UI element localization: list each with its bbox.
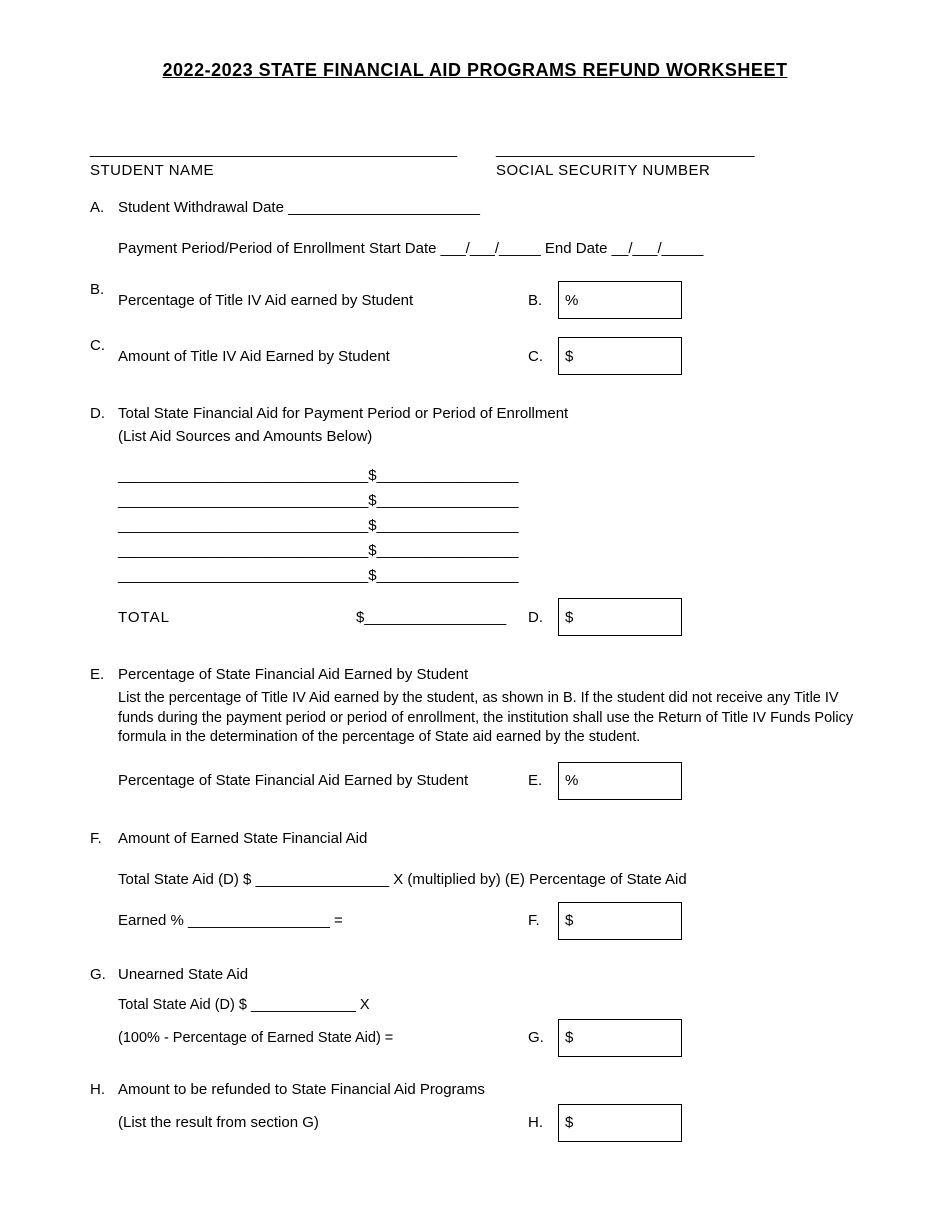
- h-row: (List the result from section G) H. $: [118, 1104, 860, 1142]
- d-text2: (List Aid Sources and Amounts Below): [118, 428, 860, 445]
- g-text3: (100% - Percentage of Earned State Aid) …: [118, 1030, 528, 1046]
- h-box[interactable]: $: [558, 1104, 682, 1142]
- d-total-row: TOTAL $_________________ D. $: [118, 598, 860, 636]
- section-b: B. Percentage of Title IV Aid earned by …: [90, 281, 860, 319]
- section-d: D. Total State Financial Aid for Payment…: [90, 405, 860, 636]
- letter-h: H.: [90, 1081, 118, 1098]
- f-text1: Amount of Earned State Financial Aid: [118, 830, 860, 847]
- d-box-letter: D.: [528, 609, 558, 626]
- b-box-letter: B.: [528, 292, 558, 309]
- d-box[interactable]: $: [558, 598, 682, 636]
- b-text: Percentage of Title IV Aid earned by Stu…: [118, 292, 528, 309]
- header-labels: STUDENT NAME SOCIAL SECURITY NUMBER: [90, 162, 860, 179]
- aid-line-1[interactable]: ______________________________$_________…: [118, 467, 860, 484]
- h-text1: Amount to be refunded to State Financial…: [118, 1081, 860, 1098]
- withdrawal-date-line[interactable]: Student Withdrawal Date ________________…: [118, 199, 860, 216]
- b-symbol: %: [565, 292, 578, 309]
- g-box[interactable]: $: [558, 1019, 682, 1057]
- f-row: Earned % _________________ = F. $: [118, 902, 860, 940]
- c-symbol: $: [565, 348, 573, 365]
- f-text2[interactable]: Total State Aid (D) $ ________________ X…: [118, 871, 860, 888]
- aid-line-4[interactable]: ______________________________$_________…: [118, 542, 860, 559]
- d-total-amount[interactable]: $_________________: [356, 609, 528, 626]
- c-box[interactable]: $: [558, 337, 682, 375]
- e-row: Percentage of State Financial Aid Earned…: [118, 762, 860, 800]
- h-box-letter: H.: [528, 1114, 558, 1131]
- aid-line-5[interactable]: ______________________________$_________…: [118, 567, 860, 584]
- letter-a: A.: [90, 199, 118, 216]
- header-underlines: ________________________________________…: [90, 141, 860, 158]
- d-total-label: TOTAL: [118, 609, 356, 626]
- c-text: Amount of Title IV Aid Earned by Student: [118, 348, 528, 365]
- f-box-letter: F.: [528, 912, 558, 929]
- letter-d: D.: [90, 405, 118, 422]
- section-e: E. Percentage of State Financial Aid Ear…: [90, 666, 860, 800]
- worksheet-page: 2022-2023 STATE FINANCIAL AID PROGRAMS R…: [0, 0, 950, 1182]
- d-symbol: $: [565, 609, 573, 626]
- e-box[interactable]: %: [558, 762, 682, 800]
- g-text1: Unearned State Aid: [118, 966, 860, 983]
- e-symbol: %: [565, 772, 578, 789]
- section-g: G. Unearned State Aid Total State Aid (D…: [90, 966, 860, 1057]
- student-name-label: STUDENT NAME: [90, 162, 470, 179]
- g-symbol: $: [565, 1029, 573, 1046]
- section-a: A. Student Withdrawal Date _____________…: [90, 199, 860, 263]
- b-box[interactable]: %: [558, 281, 682, 319]
- e-box-letter: E.: [528, 772, 558, 789]
- section-f: F. Amount of Earned State Financial Aid …: [90, 830, 860, 940]
- letter-f: F.: [90, 830, 118, 847]
- e-text1: Percentage of State Financial Aid Earned…: [118, 666, 860, 683]
- letter-c: C.: [90, 337, 118, 354]
- d-text1: Total State Financial Aid for Payment Pe…: [118, 405, 860, 422]
- g-row: (100% - Percentage of Earned State Aid) …: [118, 1019, 860, 1057]
- letter-b: B.: [90, 281, 118, 298]
- section-c: C. Amount of Title IV Aid Earned by Stud…: [90, 337, 860, 375]
- f-box[interactable]: $: [558, 902, 682, 940]
- f-symbol: $: [565, 912, 573, 929]
- h-symbol: $: [565, 1114, 573, 1131]
- ssn-label: SOCIAL SECURITY NUMBER: [496, 162, 710, 179]
- page-title: 2022-2023 STATE FINANCIAL AID PROGRAMS R…: [90, 60, 860, 81]
- student-name-line[interactable]: ________________________________________…: [90, 141, 470, 158]
- letter-g: G.: [90, 966, 118, 983]
- e-text3: Percentage of State Financial Aid Earned…: [118, 772, 528, 789]
- aid-line-2[interactable]: ______________________________$_________…: [118, 492, 860, 509]
- aid-line-3[interactable]: ______________________________$_________…: [118, 517, 860, 534]
- e-text2: List the percentage of Title IV Aid earn…: [118, 689, 860, 748]
- f-text3[interactable]: Earned % _________________ =: [118, 912, 528, 929]
- c-box-letter: C.: [528, 348, 558, 365]
- h-text2: (List the result from section G): [118, 1114, 528, 1131]
- ssn-line[interactable]: _______________________________: [496, 141, 755, 158]
- g-box-letter: G.: [528, 1029, 558, 1046]
- letter-e: E.: [90, 666, 118, 683]
- g-text2[interactable]: Total State Aid (D) $ _____________ X: [118, 997, 860, 1013]
- section-h: H. Amount to be refunded to State Financ…: [90, 1081, 860, 1142]
- payment-period-line[interactable]: Payment Period/Period of Enrollment Star…: [118, 240, 860, 257]
